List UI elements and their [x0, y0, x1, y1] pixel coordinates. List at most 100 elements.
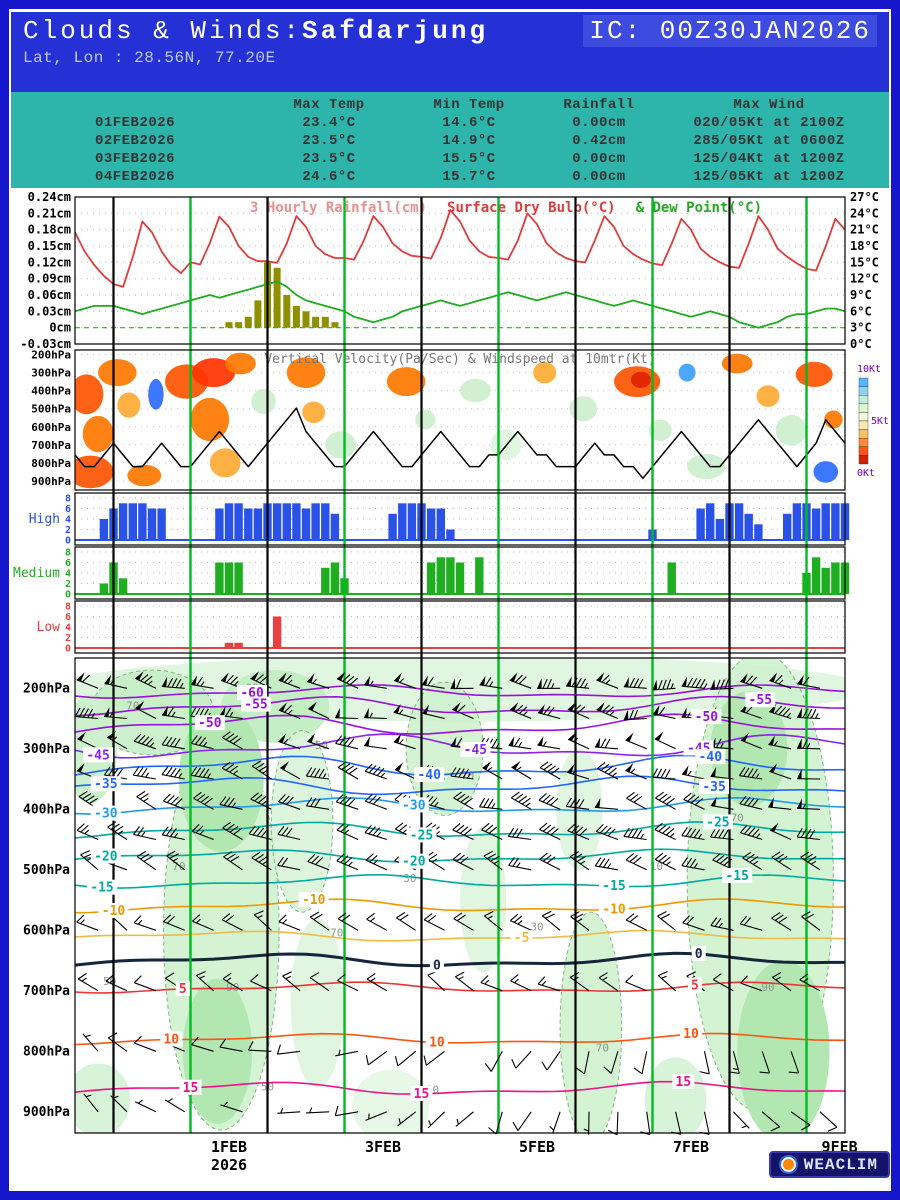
summary-cell: 125/05Kt at 1200Z — [693, 169, 845, 185]
wind-colorbar-segment — [858, 386, 869, 396]
date-label: 1FEB — [211, 1138, 247, 1156]
vv-blob — [75, 455, 114, 489]
cloud-bar — [147, 508, 157, 540]
cloud-bar — [301, 508, 311, 540]
cloud-axis-tick: 8 — [65, 602, 71, 613]
summary-cell: 0.00cm — [572, 151, 626, 167]
summary-cell: 0.00cm — [572, 115, 626, 131]
vv-pressure-label: 300hPa — [31, 367, 71, 380]
isotherm-labels: -60-55 -55-50 -50-45 -45 -45-40-40-35 -35-30-… — [83, 685, 776, 1102]
vv-blob — [795, 361, 833, 387]
rain-bar — [292, 305, 300, 328]
cloud-bar — [234, 503, 243, 541]
vv-blob — [756, 385, 780, 407]
cloud-bar — [407, 503, 417, 541]
vv-blob — [460, 378, 491, 403]
isotherm-label: -10 — [302, 893, 326, 908]
isotherm-label: 5 — [179, 982, 187, 997]
cloud-bar — [426, 562, 436, 594]
wind-scale-top: 10Kt — [857, 364, 881, 375]
cloud-level-label: Low — [37, 620, 61, 635]
vv-blob — [251, 388, 276, 415]
latlon-line: Lat, Lon : 28.56N, 77.20E — [23, 49, 276, 67]
cloud-axis-tick: 2 — [65, 525, 71, 536]
cloud-bar — [426, 508, 436, 540]
rain-axis-label: 0.06cm — [28, 288, 71, 302]
temp-axis-label: 15°C — [850, 255, 879, 269]
rh-label: 70 — [330, 926, 343, 939]
panel-border — [74, 492, 846, 546]
wind-barbs — [74, 671, 838, 1136]
cloud-bar — [224, 642, 234, 649]
cloud-bar — [157, 508, 166, 540]
cloud-bar — [734, 503, 744, 541]
rh-label: 90 — [226, 981, 239, 994]
cloud-bar — [311, 503, 320, 541]
vv-blob — [721, 353, 753, 374]
cloud-axis-tick: 6 — [65, 612, 71, 623]
panel-border — [74, 349, 846, 491]
isotherm-label: 10 — [163, 1033, 179, 1048]
vv-pressure-label: 800hPa — [31, 457, 71, 470]
isotherm-label: -35 — [702, 780, 725, 795]
summary-cell: 15.5°C — [442, 151, 496, 167]
summary-cell: 01FEB2026 — [94, 115, 176, 131]
rh-patch — [559, 911, 623, 1133]
cloud-bar — [783, 513, 792, 541]
cloud-bar — [321, 567, 330, 595]
date-label: 7FEB — [673, 1138, 709, 1156]
isotherm-line — [74, 1080, 846, 1095]
summary-row: 01FEB2026 23.4°C 14.6°C 0.00cm 020/05Kt at 2… — [11, 114, 889, 132]
cloud-bar — [99, 583, 109, 594]
cloud-bar — [253, 508, 263, 540]
vertical-velocity-field — [75, 352, 845, 489]
isotherm-label: -45 — [86, 748, 109, 763]
upper-pressure-label: 400hPa — [23, 802, 70, 817]
summary-cell: 0.42cm — [572, 133, 626, 149]
isotherm-label: -10 — [602, 903, 626, 918]
wind-colorbar-segment — [858, 412, 869, 422]
vv-blob — [286, 357, 326, 388]
wind-colorbar-segment — [858, 420, 869, 430]
cloud-bar — [715, 519, 725, 540]
temp-axis-label: 27°C — [850, 190, 879, 204]
vv-blob — [775, 415, 807, 446]
station-name: Safdarjung — [302, 16, 489, 46]
wind-colorbar-segment — [858, 395, 869, 405]
summary-cell: 23.5°C — [302, 133, 356, 149]
summary-header-cell: Rainfall — [563, 97, 635, 113]
rain-axis-label: 0.12cm — [28, 255, 71, 269]
isotherm-label: -55 — [244, 698, 267, 713]
cloud-bar — [138, 503, 147, 541]
panel-border — [74, 546, 846, 600]
isotherm-label: 15 — [183, 1081, 199, 1096]
rain-bar — [312, 316, 320, 328]
isotherm-label: 0 — [695, 947, 703, 962]
rain-bar — [321, 316, 329, 328]
rh-label: 30 — [530, 920, 543, 933]
summary-header-cell: Min Temp — [433, 97, 505, 113]
rain-axis-label: 0.03cm — [28, 304, 71, 318]
summary-row: 02FEB2026 23.5°C 14.9°C 0.42cm 285/05Kt at 0… — [11, 132, 889, 150]
cloud-bar — [754, 524, 763, 541]
isotherm-line — [74, 981, 846, 994]
isotherm-label: -5 — [514, 931, 530, 946]
vv-blob — [533, 361, 557, 384]
cloud-bar — [282, 503, 291, 541]
upper-pressure-label: 500hPa — [23, 863, 70, 878]
vv-blob — [824, 410, 843, 429]
cloud-axis-tick: 6 — [65, 504, 71, 515]
rain-axis-label: 0.24cm — [28, 190, 71, 204]
vv-pressure-label: 900hPa — [31, 475, 71, 488]
wind-colorbar-segment — [858, 455, 869, 465]
isotherm-label: -40 — [699, 750, 723, 765]
isotherm-label: -15 — [90, 881, 113, 896]
cloud-axis-tick: 4 — [65, 515, 71, 526]
weaclim-logo-icon — [780, 1157, 796, 1172]
wind-colorbar-segment — [858, 446, 869, 456]
rain-bar — [254, 300, 262, 328]
title-prefix: Clouds & Winds: — [23, 16, 303, 46]
rain-bar — [283, 295, 291, 328]
wind-scale-bottom: 0Kt — [857, 468, 875, 479]
